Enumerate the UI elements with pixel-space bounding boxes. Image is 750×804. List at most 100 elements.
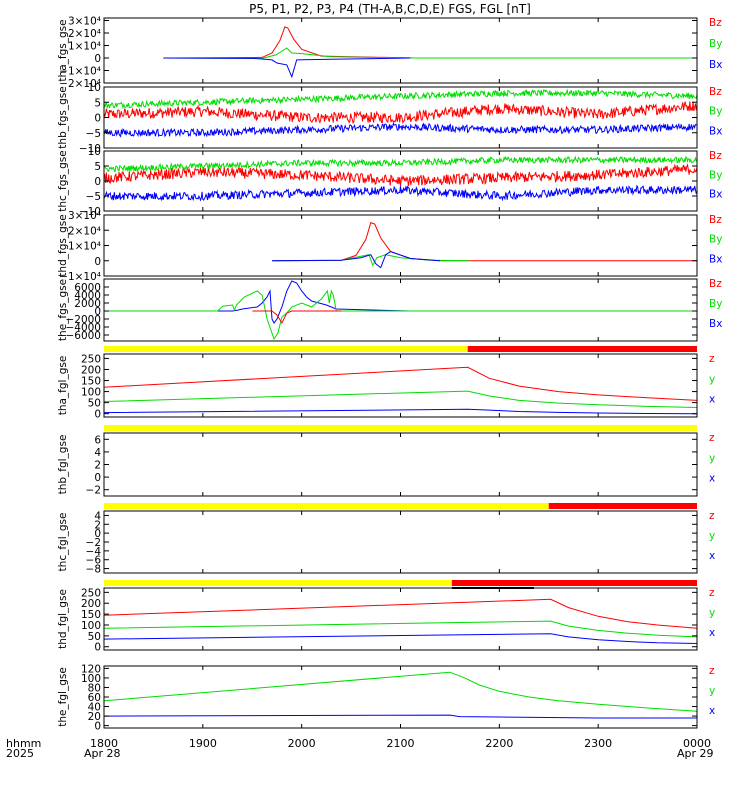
mode-bar-fast [104,425,697,431]
series-line-by [104,88,697,110]
y-tick-label: 4 [94,447,101,459]
y-tick-label: 3×10⁴ [68,210,101,222]
legend-z: z [709,432,715,444]
y-tick-label: 100 [81,387,101,399]
series-line-y [104,620,697,638]
y-tick-label: 0 [94,642,101,654]
y-tick-label: 0 [94,256,101,268]
x-tick-label: 1900 [189,737,217,750]
series-line-by [271,254,470,267]
panel-thc_fgs_gse: 10 5 0 −5 −10 thc_fgs_gse Bz By Bx [57,146,722,218]
series-line-y [104,390,697,408]
series-line-z [104,366,697,401]
time-axis: hhmm 2025 Apr 28 Apr 29 1800 1900 2000 2100… [6,737,714,760]
legend-x: x [709,627,715,639]
x-tick-label: 2200 [485,737,513,750]
y-tick-label: 5 [94,161,101,173]
y-tick-label: −2 [86,537,101,549]
y-tick-label: −1×10⁴ [59,66,101,78]
legend-bz: Bz [709,214,722,226]
legend-bx: Bx [709,189,722,201]
y-tick-label: −4 [86,546,102,558]
legend-bx: Bx [709,59,722,71]
legend-y: y [709,373,715,385]
y-axis-label: the_fgl_gse [57,667,69,727]
series-line-x [104,408,697,415]
y-tick-label: 4000 [74,290,101,302]
legend-by: By [709,298,722,310]
legend-x: x [709,705,715,717]
y-axis-label: the_fgs_gse [57,279,69,341]
y-axis-label: thb_fgl_gse [57,435,69,495]
mode-bar-fast [104,580,452,586]
time-axis-start-date: Apr 28 [84,747,121,760]
series-line-by [104,289,697,341]
y-tick-label: 100 [81,620,101,632]
y-tick-label: 200 [81,598,101,610]
mode-bar-fast [104,346,468,352]
series-line-by [163,47,697,59]
legend-bz: Bz [709,150,722,162]
series-line-bz [273,221,697,262]
x-tick-label: 2300 [584,737,612,750]
panel-frame [103,214,698,277]
y-tick-label: 5 [94,97,101,109]
series-line-bz [252,310,342,325]
mode-bar-slow [548,503,697,509]
y-tick-label: 40 [88,702,101,714]
y-tick-label: −10 [79,206,101,218]
y-axis-label: thd_fgs_gse [57,214,69,276]
legend-by: By [709,106,722,118]
series-group [104,598,697,644]
mode-bar-slow [467,346,697,352]
y-tick-label: 200 [81,364,101,376]
legend-bx: Bx [709,253,722,265]
legend-x: x [709,550,715,562]
panel-thc_fgl_gse: 420−2−4−6−8 thc_fgl_gse zyx [57,503,715,576]
legend-by: By [709,169,722,181]
y-tick-label: 60 [88,692,101,704]
time-axis-end-date: Apr 29 [677,747,714,760]
plot-title: P5, P1, P2, P3, P4 (TH-A,B,C,D,E) FGS, F… [249,2,531,16]
y-tick-label: −8 [86,564,101,576]
y-tick-label: 2×10⁴ [68,28,101,40]
y-tick-label: −4000 [65,322,101,334]
series-line-bx [104,121,697,138]
legend-y: y [709,607,715,619]
legend-bx: Bx [709,125,722,137]
y-tick-label: 1×10⁴ [68,41,101,53]
panel-frame [103,665,698,729]
y-tick-label: 50 [88,398,101,410]
series-line-bx [197,280,529,324]
legend-bz: Bz [709,278,722,290]
legend-bx: Bx [709,318,722,330]
y-tick-label: 2 [94,460,101,472]
legend-z: z [709,665,715,677]
y-tick-label: 250 [81,587,101,599]
legend-y: y [709,530,715,542]
series-group [104,88,697,138]
y-axis-label: thd_fgl_gse [57,589,69,649]
y-tick-label: 10 [88,146,101,158]
y-tick-label: 6 [94,434,101,446]
legend-bz: Bz [709,17,722,29]
y-tick-label: −1×10⁴ [59,271,101,283]
legend-y: y [709,685,715,697]
series-line-y [104,671,697,712]
legend-y: y [709,452,715,464]
y-tick-label: 0 [94,306,101,318]
panel-frame [103,278,698,342]
legend-z: z [709,587,715,599]
y-tick-label: 80 [88,682,101,694]
y-tick-label: 0 [94,528,101,540]
y-tick-label: −6000 [65,330,101,342]
y-tick-label: 0 [94,113,101,125]
series-line-by [104,155,697,173]
mode-bar-fast [104,503,549,509]
